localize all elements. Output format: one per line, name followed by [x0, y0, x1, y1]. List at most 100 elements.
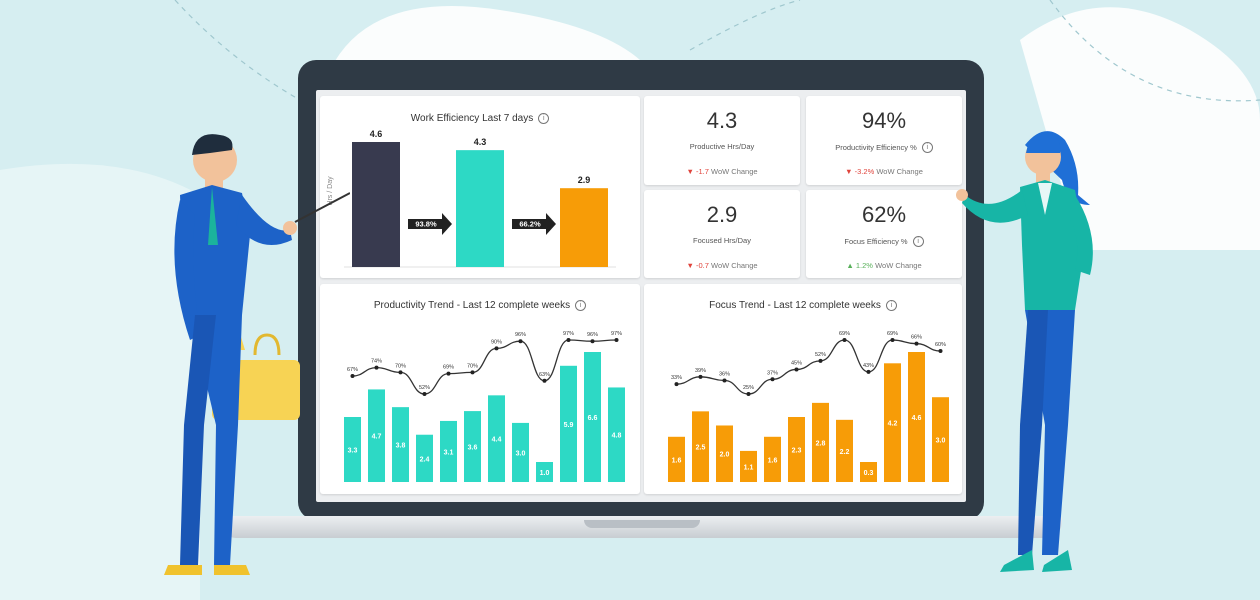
trend-bar[interactable]	[416, 434, 433, 482]
efficiency-bar[interactable]	[560, 188, 608, 267]
conversion-rate-label: 66.2%	[519, 220, 541, 229]
trend-bar[interactable]	[836, 419, 853, 482]
trend-bar-label: 4.6	[912, 415, 922, 422]
trend-bar[interactable]	[584, 352, 601, 482]
trend-bar[interactable]	[884, 363, 901, 482]
laptop-notch	[584, 520, 700, 528]
kpi-label: Productivity Efficiency % i	[806, 142, 962, 153]
trend-bar[interactable]	[740, 450, 757, 482]
kpi-label: Focused Hrs/Day	[693, 236, 751, 245]
trend-point-label: 97%	[611, 331, 622, 337]
trend-bar[interactable]	[908, 352, 925, 482]
trend-bar[interactable]	[512, 422, 529, 482]
trend-point[interactable]	[350, 374, 355, 378]
kpi-change: ▼ -1.7 WoW Change	[686, 167, 758, 176]
trend-point-label: 96%	[515, 332, 526, 338]
arrow-down-icon: ▼	[845, 167, 853, 176]
trend-point[interactable]	[494, 346, 499, 351]
trend-bar[interactable]	[536, 462, 553, 482]
trend-point[interactable]	[542, 378, 547, 383]
trend-bar-label: 2.4	[420, 456, 430, 463]
trend-bar-label: 2.5	[696, 445, 706, 452]
trend-bar-label: 4.8	[612, 433, 622, 440]
trend-point[interactable]	[446, 371, 451, 376]
trend-bar[interactable]	[932, 397, 949, 482]
trend-bar[interactable]	[812, 402, 829, 482]
trend-point[interactable]	[566, 338, 571, 342]
trend-point[interactable]	[938, 349, 943, 354]
trend-point-label: 97%	[563, 331, 574, 337]
trend-point-label: 74%	[371, 359, 382, 365]
kpi-change: ▼ -0.7 WoW Change	[686, 261, 758, 270]
kpi-value: 2.9	[706, 202, 738, 227]
trend-point[interactable]	[674, 382, 679, 387]
trend-bar[interactable]	[860, 462, 877, 482]
info-icon[interactable]: i	[538, 113, 550, 124]
trend-point[interactable]	[746, 392, 751, 396]
arrow-down-icon: ▼	[686, 261, 694, 270]
kpi-label: Focus Efficiency % i	[806, 236, 962, 247]
dashboard-screen: Work Efficiency Last 7 days i Hrs / Day 4.…	[316, 90, 966, 502]
info-icon[interactable]: i	[921, 142, 933, 153]
trend-bar[interactable]	[488, 395, 505, 482]
trend-bar[interactable]	[344, 417, 361, 482]
trend-bar-label: 2.8	[816, 440, 826, 447]
trend-point-label: 63%	[539, 372, 550, 378]
kpi-focused-hrs[interactable]: 2.9 Focused Hrs/Day ▼ -0.7 WoW Change	[644, 190, 800, 278]
trend-bar[interactable]	[560, 365, 577, 482]
trend-point[interactable]	[818, 358, 823, 363]
trend-point[interactable]	[518, 339, 523, 344]
efficiency-bar[interactable]	[352, 142, 400, 267]
trend-bar[interactable]	[692, 411, 709, 482]
trend-bar-label: 1.1	[744, 464, 754, 471]
trend-point[interactable]	[842, 338, 847, 342]
trend-bar[interactable]	[464, 411, 481, 482]
trend-point-label: 69%	[839, 331, 850, 337]
trend-bar-label: 3.0	[936, 438, 946, 445]
trend-bar[interactable]	[716, 425, 733, 482]
trend-point-label: 37%	[767, 370, 778, 376]
efficiency-bar[interactable]	[456, 150, 504, 267]
trend-point[interactable]	[422, 392, 427, 396]
trend-bar-label: 1.6	[672, 457, 682, 464]
trend-bar-label: 3.0	[516, 450, 526, 457]
trend-point[interactable]	[470, 370, 475, 375]
trend-bar-label: 4.4	[492, 437, 502, 444]
kpi-productivity-efficiency[interactable]: 94% Productivity Efficiency % i ▼ -3.2% W…	[806, 96, 962, 185]
trend-point[interactable]	[914, 341, 919, 346]
efficiency-trend-line	[676, 339, 941, 395]
trend-point-label: 96%	[587, 332, 598, 338]
trend-point[interactable]	[614, 338, 619, 342]
trend-bar-label: 5.9	[564, 422, 574, 429]
kpi-productive-hrs[interactable]: 4.3 Productive Hrs/Day ▼ -1.7 WoW Change	[644, 96, 800, 185]
trend-point[interactable]	[794, 367, 799, 372]
trend-point[interactable]	[890, 338, 895, 342]
trend-point[interactable]	[398, 370, 403, 375]
arrow-up-icon: ▲	[846, 261, 854, 270]
trend-bar[interactable]	[392, 407, 409, 482]
trend-point[interactable]	[698, 374, 703, 379]
focus-trend-title: Focus Trend - Last 12 complete weeks	[709, 300, 881, 311]
trend-bar[interactable]	[440, 420, 457, 482]
trend-bar[interactable]	[668, 436, 685, 482]
trend-bar[interactable]	[788, 417, 805, 482]
productivity-trend-title: Productivity Trend - Last 12 complete we…	[373, 300, 571, 311]
trend-bar-label: 2.2	[840, 449, 850, 456]
info-icon[interactable]: i	[885, 300, 897, 311]
info-icon[interactable]: i	[575, 300, 587, 311]
trend-point[interactable]	[722, 378, 727, 383]
trend-point-label: 67%	[347, 367, 358, 373]
kpi-focus-efficiency[interactable]: 62% Focus Efficiency % i ▲ 1.2% WoW Chang…	[806, 190, 962, 278]
info-icon[interactable]: i	[912, 236, 924, 247]
trend-bar[interactable]	[764, 436, 781, 482]
trend-point[interactable]	[770, 377, 775, 382]
trend-point-label: 60%	[935, 342, 946, 348]
trend-bar[interactable]	[368, 389, 385, 482]
trend-bar[interactable]	[608, 387, 625, 482]
work-efficiency-chart: Hrs / Day 4.6 4.3 2.9 93.8% 66.2%	[327, 129, 616, 268]
trend-point-label: 90%	[491, 339, 502, 345]
trend-point[interactable]	[374, 365, 379, 370]
trend-point[interactable]	[866, 369, 871, 374]
trend-point-label: 69%	[443, 365, 454, 371]
trend-point[interactable]	[590, 339, 595, 344]
